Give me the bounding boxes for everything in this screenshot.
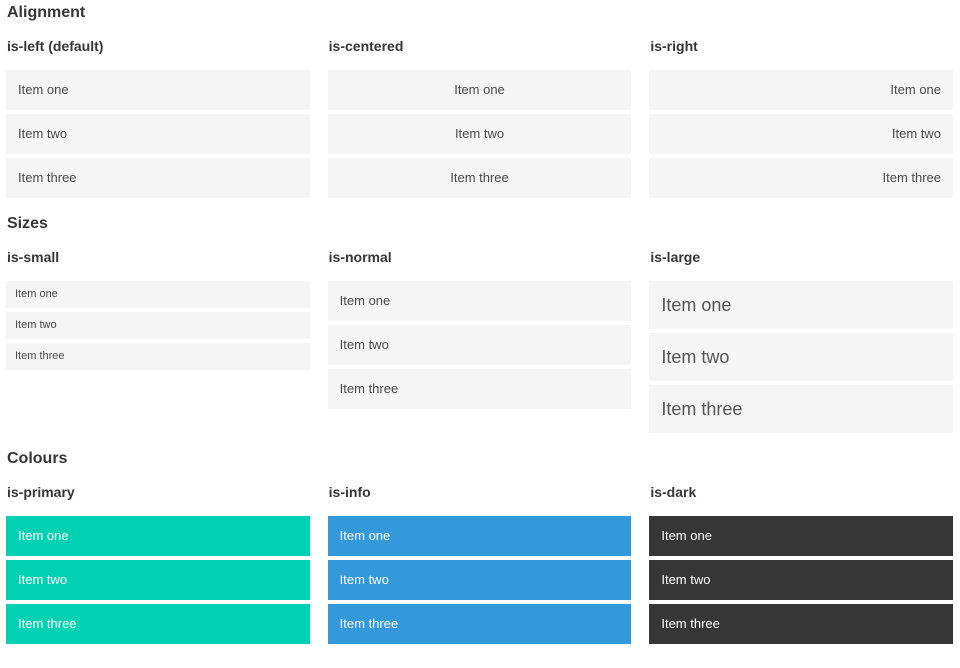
list-item: Item two <box>6 560 310 600</box>
list-item: Item two <box>649 333 954 381</box>
list-is-dark: Item one Item two Item three <box>649 516 954 644</box>
list-is-info: Item one Item two Item three <box>327 516 632 644</box>
list-item: Item one <box>6 70 310 110</box>
colours-row: is-primary Item one Item two Item three … <box>6 484 954 648</box>
column-subtitle-is-primary: is-primary <box>7 484 75 500</box>
column-subtitle-is-left: is-left (default) <box>7 38 104 54</box>
column-is-dark: is-dark Item one Item two Item three <box>649 484 954 648</box>
column-is-left: is-left (default) Item one Item two Item… <box>6 38 310 202</box>
column-is-info: is-info Item one Item two Item three <box>327 484 632 648</box>
list-is-primary: Item one Item two Item three <box>6 516 310 644</box>
list-item: Item one <box>649 281 954 329</box>
column-is-normal: is-normal Item one Item two Item three <box>327 249 632 413</box>
column-subtitle-is-info: is-info <box>328 484 371 500</box>
list-is-centered: Item one Item two Item three <box>327 70 632 198</box>
list-item: Item two <box>649 560 954 600</box>
section-alignment: Alignment is-left (default) Item one Ite… <box>6 4 954 202</box>
list-item: Item two <box>649 114 954 154</box>
list-item: Item two <box>327 114 632 154</box>
column-is-centered: is-centered Item one Item two Item three <box>327 38 632 202</box>
column-is-large: is-large Item one Item two Item three <box>649 249 954 437</box>
column-subtitle-is-normal: is-normal <box>328 249 392 265</box>
list-is-large: Item one Item two Item three <box>649 281 954 433</box>
list-item: Item three <box>649 385 954 433</box>
list-item: Item three <box>649 604 954 644</box>
list-item: Item three <box>649 158 954 198</box>
list-item: Item two <box>6 312 310 339</box>
column-subtitle-is-large: is-large <box>650 249 701 265</box>
list-item: Item one <box>6 281 310 308</box>
column-is-small: is-small Item one Item two Item three <box>6 249 310 374</box>
column-subtitle-is-right: is-right <box>650 38 698 54</box>
list-item: Item three <box>6 158 310 198</box>
column-is-primary: is-primary Item one Item two Item three <box>6 484 310 648</box>
list-item: Item two <box>6 114 310 154</box>
section-title-sizes: Sizes <box>7 215 48 232</box>
list-item: Item three <box>6 604 310 644</box>
list-item: Item one <box>6 516 310 556</box>
list-item: Item three <box>6 343 310 370</box>
section-title-alignment: Alignment <box>7 4 86 21</box>
column-subtitle-is-dark: is-dark <box>650 484 697 500</box>
list-item: Item two <box>327 560 632 600</box>
section-sizes: Sizes is-small Item one Item two Item th… <box>6 215 954 437</box>
list-item: Item one <box>327 281 632 321</box>
list-item: Item one <box>327 70 632 110</box>
list-item: Item three <box>327 369 632 409</box>
list-is-small: Item one Item two Item three <box>6 281 310 370</box>
column-subtitle-is-centered: is-centered <box>328 38 404 54</box>
list-item: Item one <box>327 516 632 556</box>
sizes-row: is-small Item one Item two Item three is… <box>6 249 954 437</box>
column-subtitle-is-small: is-small <box>7 249 60 265</box>
list-item: Item one <box>649 70 954 110</box>
section-title-colours: Colours <box>7 450 68 467</box>
alignment-row: is-left (default) Item one Item two Item… <box>6 38 954 202</box>
list-item: Item three <box>327 158 632 198</box>
list-is-left: Item one Item two Item three <box>6 70 310 198</box>
list-item: Item one <box>649 516 954 556</box>
list-item: Item three <box>327 604 632 644</box>
list-item: Item two <box>327 325 632 365</box>
list-is-right: Item one Item two Item three <box>649 70 954 198</box>
list-is-normal: Item one Item two Item three <box>327 281 632 409</box>
section-colours: Colours is-primary Item one Item two Ite… <box>6 450 954 648</box>
column-is-right: is-right Item one Item two Item three <box>649 38 954 202</box>
